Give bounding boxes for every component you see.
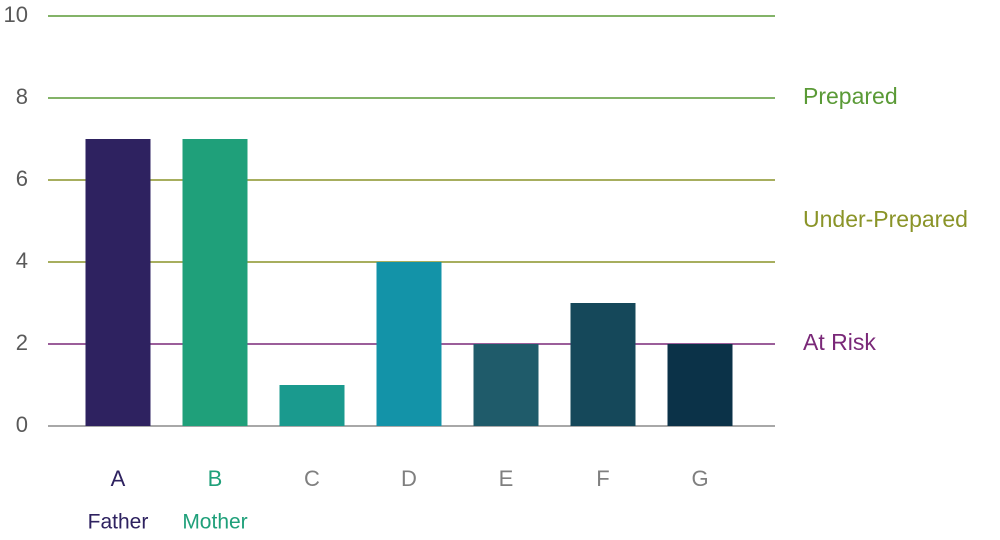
x-sublabel: Mother <box>182 511 247 534</box>
x-tick-label: F <box>596 466 609 491</box>
x-tick-label: A <box>111 466 126 491</box>
y-tick-label: 4 <box>16 248 28 273</box>
bar <box>279 385 345 426</box>
y-tick-label: 0 <box>16 412 28 437</box>
x-tick-label: B <box>208 466 223 491</box>
bar <box>182 139 248 426</box>
zone-label: Prepared <box>803 83 898 109</box>
x-tick-label: E <box>499 466 514 491</box>
y-tick-label: 6 <box>16 166 28 191</box>
bar <box>570 303 636 426</box>
bar <box>85 139 151 426</box>
y-tick-label: 10 <box>4 2 28 27</box>
x-tick-label: G <box>691 466 708 491</box>
y-tick-label: 8 <box>16 84 28 109</box>
x-sublabel: Father <box>88 511 149 534</box>
x-tick-label: C <box>304 466 320 491</box>
bar <box>667 344 733 426</box>
x-tick-label: D <box>401 466 417 491</box>
zone-label: At Risk <box>803 329 876 355</box>
bar <box>473 344 539 426</box>
zone-label: Under-Prepared <box>803 206 968 232</box>
y-tick-label: 2 <box>16 330 28 355</box>
bar <box>376 262 442 426</box>
